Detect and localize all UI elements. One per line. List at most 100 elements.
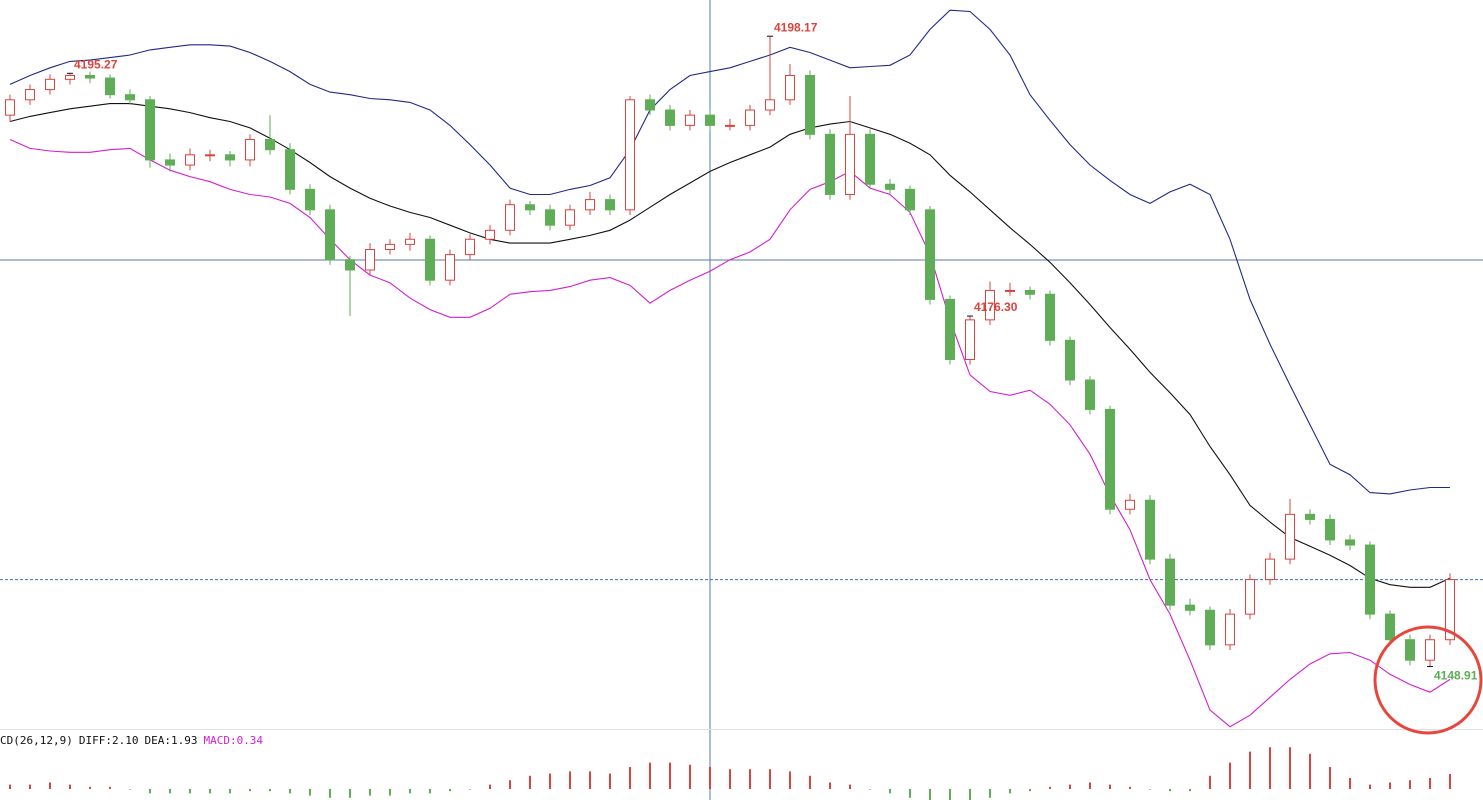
macd-bar (1209, 775, 1211, 789)
macd-bar (1009, 789, 1011, 794)
macd-bar (829, 782, 831, 789)
macd-bar (529, 775, 531, 789)
macd-bar (729, 769, 731, 789)
candle-body (905, 188, 915, 211)
macd-bar (89, 786, 91, 789)
candle-body (805, 74, 815, 135)
candle-body (165, 159, 175, 166)
macd-bar (929, 789, 931, 800)
candle-body (325, 209, 335, 261)
macd-bar (229, 789, 231, 794)
macd-bar (969, 789, 971, 800)
candle-body (945, 298, 955, 361)
macd-bar (1069, 784, 1071, 789)
macd-panel (9, 747, 1451, 800)
macd-bar (869, 789, 871, 790)
candle-body (1045, 293, 1055, 341)
candle-body (105, 77, 115, 96)
candle-body (1165, 558, 1175, 606)
candle-body (865, 133, 875, 185)
macd-bar (609, 773, 611, 789)
candle-body (225, 154, 235, 161)
candle-body (285, 149, 295, 190)
macd-bar (849, 784, 851, 789)
candle-body (1285, 513, 1295, 560)
macd-bar (1409, 780, 1411, 789)
macd-bar (1309, 753, 1311, 789)
candle-body (1065, 339, 1075, 381)
macd-bar (429, 789, 431, 794)
macd-bar (349, 789, 351, 798)
candle-body (205, 154, 215, 157)
macd-bar (709, 767, 711, 789)
candle-body (245, 138, 255, 161)
macd-bar (889, 789, 891, 794)
macd-bar (629, 767, 631, 789)
candle-body (1085, 379, 1095, 410)
candle-body (445, 254, 455, 281)
macd-bar (449, 789, 451, 792)
candle-body (1365, 544, 1375, 615)
candle-body (645, 99, 655, 111)
candles (5, 36, 1455, 667)
macd-bar (809, 775, 811, 789)
candle-body (625, 99, 635, 211)
candle-body (565, 209, 575, 226)
macd-bar (1049, 786, 1051, 789)
macd-bar (989, 789, 991, 798)
dea-label: DEA:1.93 (144, 734, 197, 747)
candle-body (1385, 613, 1395, 641)
macd-bar (1129, 786, 1131, 789)
candle-body (1345, 539, 1355, 546)
macd-bar (29, 784, 31, 789)
candle-body (1105, 408, 1115, 510)
candle-body (1225, 613, 1235, 646)
candle-body (125, 94, 135, 101)
candle-body (345, 259, 355, 271)
macd-bar (289, 789, 291, 794)
candle-body (65, 74, 75, 80)
macd-bar (389, 789, 391, 796)
candle-body (525, 204, 535, 211)
middle-band (9, 103, 1451, 588)
annotations: 4195.27 4198.17 4176.30 4148.91 (67, 20, 1478, 683)
bands (0, 9, 1483, 728)
candle-body (405, 238, 415, 245)
candle-body (1425, 639, 1435, 661)
candle-body (465, 238, 475, 256)
macd-bar (1109, 784, 1111, 789)
candle-body (545, 209, 555, 226)
macd-bar (689, 764, 691, 789)
candle-body (725, 124, 735, 127)
candle-body (385, 243, 395, 250)
candle-body (745, 109, 755, 126)
macd-bar (409, 789, 411, 794)
macd-bar (1269, 747, 1271, 789)
candle-body (985, 289, 995, 321)
lower-band (9, 138, 1451, 728)
candle-body (785, 74, 795, 101)
candle-body (1205, 609, 1215, 646)
candle-body (305, 188, 315, 211)
macd-bar (949, 789, 951, 800)
candle-body (1325, 518, 1335, 541)
macd-bar (1189, 789, 1191, 792)
candle-body (1245, 579, 1255, 615)
candle-body (665, 109, 675, 126)
candle-body (85, 74, 95, 79)
candle-body (425, 238, 435, 281)
candle-body (25, 89, 35, 101)
macd-bar (9, 784, 11, 789)
macd-bar (1289, 747, 1291, 789)
candle-body (1405, 639, 1415, 661)
macd-bar (669, 762, 671, 789)
macd-bar (649, 762, 651, 789)
candle-body (585, 199, 595, 211)
macd-bar (549, 773, 551, 789)
macd-bar (69, 784, 71, 789)
macd-bar (1089, 782, 1091, 789)
macd-bar (149, 789, 151, 794)
macd-bar (569, 771, 571, 789)
candle-body (1025, 289, 1035, 295)
